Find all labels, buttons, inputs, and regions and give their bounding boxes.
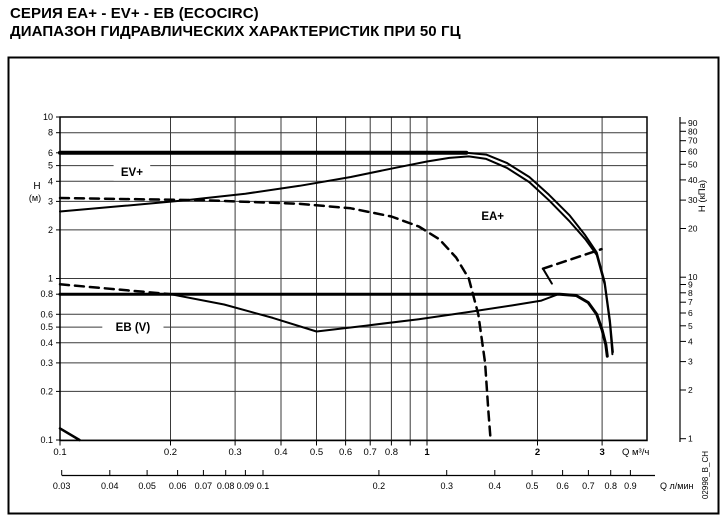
curve-eb-min <box>169 293 558 333</box>
x-m3h-axis-unit: Q м³/ч <box>622 447 649 458</box>
curve-eb-max-dashed <box>58 283 172 296</box>
y-left-tick-label: 0.5 <box>40 322 53 332</box>
curve-label-mask-eb <box>102 318 164 336</box>
y-kpa-tick-label: 5 <box>688 321 693 331</box>
curve-corner-min <box>58 427 81 442</box>
y-left-tick-label: 4 <box>48 176 53 186</box>
x-lmin-tick-label: 0.9 <box>624 481 637 491</box>
x-m3h-tick-label: 0.1 <box>53 447 66 458</box>
x-lmin-tick-label: 0.05 <box>138 481 156 491</box>
curve-ea-step-dashed <box>541 247 603 270</box>
y-kpa-tick-label: 70 <box>688 136 698 146</box>
x-m3h-tick-label: 0.7 <box>364 447 377 458</box>
y-left-tick-label: 3 <box>48 196 53 206</box>
x-lmin-tick-label: 0.8 <box>604 481 617 491</box>
y-left-tick-label: 0.2 <box>40 386 53 396</box>
curve-label-ea: EA+ <box>481 211 504 223</box>
y-kpa-tick-label: 30 <box>688 195 698 205</box>
y-kpa-tick-label: 40 <box>688 175 698 185</box>
y-kpa-tick-label: 80 <box>688 126 698 136</box>
x-lmin-tick-label: 0.3 <box>440 481 453 491</box>
y-left-axis-title: H <box>33 181 40 192</box>
y-kpa-tick-label: 90 <box>688 118 698 128</box>
x-lmin-tick-label: 0.07 <box>195 481 213 491</box>
y-left-tick-label: 0.3 <box>40 358 53 368</box>
x-m3h-tick-label: 0.4 <box>274 447 287 458</box>
y-kpa-tick-label: 9 <box>688 280 693 290</box>
y-right-axis-title: H (кПа) <box>697 180 708 212</box>
y-kpa-tick-label: 20 <box>688 224 698 234</box>
x-lmin-tick-label: 0.1 <box>257 481 270 491</box>
x-lmin-tick-label: 0.5 <box>526 481 539 491</box>
y-left-tick-label: 0.6 <box>40 309 53 319</box>
y-kpa-tick-label: 8 <box>688 288 693 298</box>
y-left-axis-unit: (м) <box>29 193 41 203</box>
x-lmin-tick-label: 0.06 <box>169 481 187 491</box>
plot-border <box>59 116 648 442</box>
x-m3h-tick-label: 0.5 <box>310 447 323 458</box>
curve-label-eb: EB (V) <box>116 322 151 334</box>
x-lmin-tick-label: 0.2 <box>373 481 386 491</box>
y-kpa-tick-label: 2 <box>688 385 693 395</box>
y-left-tick-label: 0.8 <box>40 289 53 299</box>
y-kpa-tick-label: 4 <box>688 336 693 346</box>
x-m3h-tick-label: 3 <box>599 447 604 458</box>
y-kpa-tick-label: 1 <box>688 434 693 444</box>
chart-title: СЕРИЯ EA+ - EV+ - EB (ECOCIRC) ДИАПАЗОН … <box>10 5 461 41</box>
x-lmin-tick-label: 0.03 <box>53 481 71 491</box>
curve-ea-step-solid <box>542 267 553 285</box>
y-left-tick-label: 2 <box>48 225 53 235</box>
y-kpa-tick-label: 10 <box>688 272 698 282</box>
y-kpa-tick-label: 6 <box>688 308 693 318</box>
drawing-code: 02998_B_CH <box>701 451 710 499</box>
y-left-tick-label: 5 <box>48 161 53 171</box>
y-left-tick-label: 6 <box>48 148 53 158</box>
x-m3h-tick-label: 0.6 <box>339 447 352 458</box>
y-left-tick-label: 0.4 <box>40 338 53 348</box>
x-lmin-tick-label: 0.7 <box>582 481 595 491</box>
x-lmin-tick-label: 0.04 <box>101 481 119 491</box>
x-m3h-tick-label: 0.8 <box>385 447 398 458</box>
y-kpa-tick-label: 3 <box>688 357 693 367</box>
y-kpa-tick-label: 7 <box>688 297 693 307</box>
x-m3h-tick-label: 1 <box>424 447 430 458</box>
curve-label-ev: EV+ <box>121 167 143 179</box>
x-lmin-tick-label: 0.09 <box>237 481 255 491</box>
y-left-tick-label: 10 <box>43 112 53 122</box>
y-left-tick-label: 8 <box>48 128 53 138</box>
curve-label-mask-ev <box>113 163 151 181</box>
y-kpa-tick-label: 60 <box>688 147 698 157</box>
title-line-2: ДИАПАЗОН ГИДРАВЛИЧЕСКИХ ХАРАКТЕРИСТИК ПР… <box>10 23 461 40</box>
x-lmin-tick-label: 0.08 <box>217 481 235 491</box>
title-line-1: СЕРИЯ EA+ - EV+ - EB (ECOCIRC) <box>10 5 259 22</box>
x-lmin-tick-label: 0.6 <box>556 481 569 491</box>
y-left-tick-label: 1 <box>48 274 53 284</box>
curve-label-mask-ea <box>474 207 511 225</box>
chart-frame <box>7 56 720 515</box>
x-m3h-tick-label: 2 <box>535 447 540 458</box>
curve-eb-top <box>58 292 609 358</box>
x-m3h-tick-label: 0.2 <box>164 447 177 458</box>
y-kpa-tick-label: 50 <box>688 159 698 169</box>
y-left-tick-label: 0.1 <box>40 435 53 445</box>
x-lmin-axis-unit: Q л/мин <box>660 481 693 491</box>
x-m3h-tick-label: 0.3 <box>228 447 241 458</box>
x-lmin-tick-label: 0.4 <box>489 481 502 491</box>
curve-ev-max-dashed <box>58 196 492 442</box>
